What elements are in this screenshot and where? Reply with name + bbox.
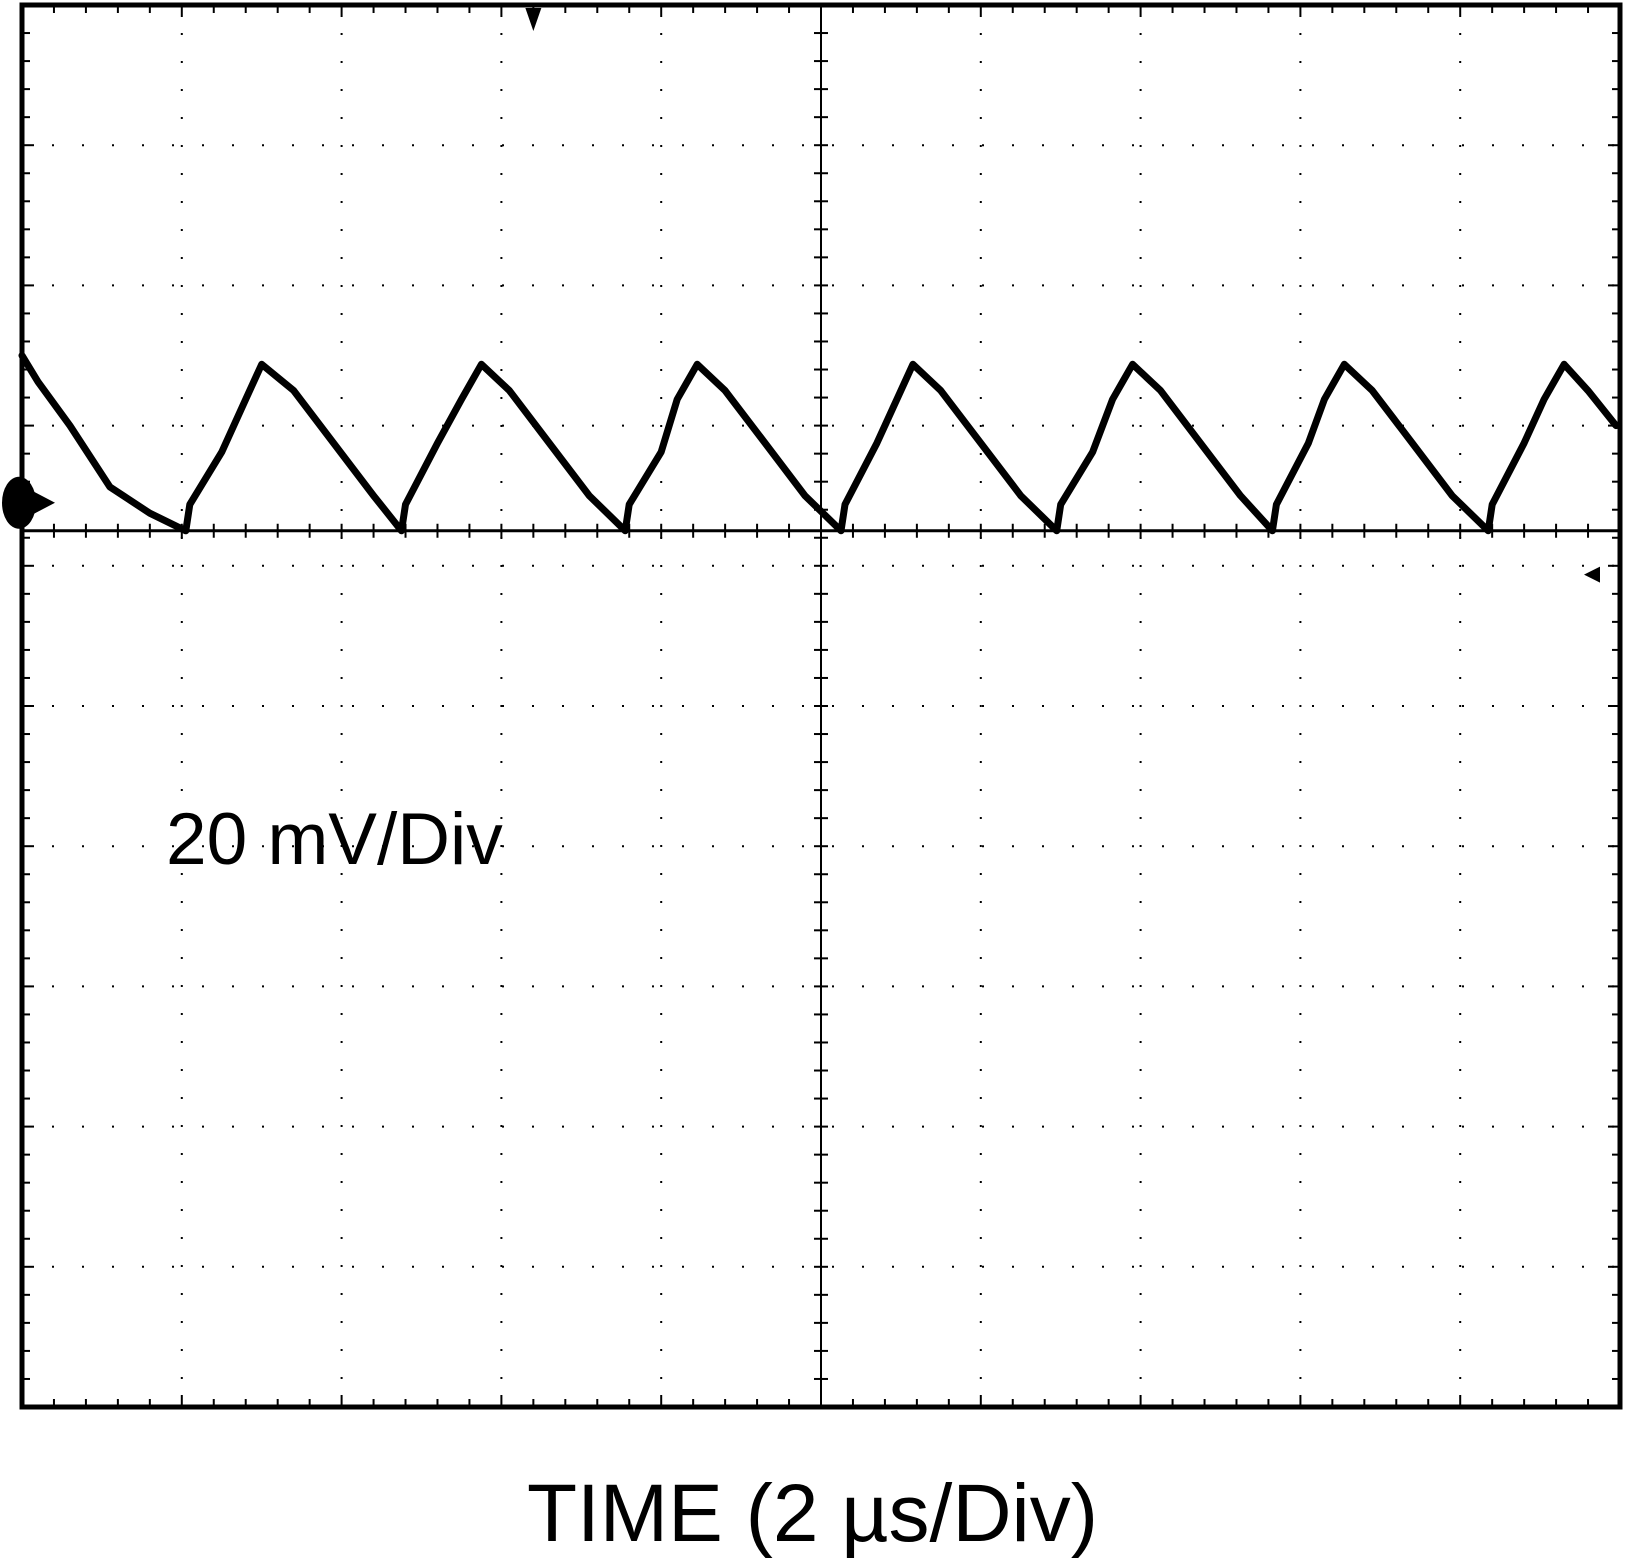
ground-reference-arrow <box>34 491 55 514</box>
trace-point <box>1585 388 1591 394</box>
trace-point <box>478 361 484 367</box>
trace-point <box>586 493 592 499</box>
trace-point <box>1269 528 1275 534</box>
trace-point <box>1521 440 1527 446</box>
trace-point <box>243 396 249 402</box>
trace-point <box>546 440 552 446</box>
trace-point <box>1110 396 1116 402</box>
trace-point <box>1058 502 1064 507</box>
trace-point <box>331 440 337 446</box>
trace-point <box>1198 440 1203 446</box>
trace-point <box>35 379 41 385</box>
trace-point <box>1485 528 1491 534</box>
trigger-level-marker <box>1584 566 1600 583</box>
trace-point <box>1130 361 1136 367</box>
trace-point <box>1613 423 1619 429</box>
trace-point <box>1561 361 1567 367</box>
trace-point <box>762 440 768 446</box>
trace-point <box>399 528 404 534</box>
trace-point <box>459 396 464 402</box>
trace-point <box>910 361 916 367</box>
trace-point <box>626 502 632 507</box>
trace-point <box>371 493 377 499</box>
trace-point <box>506 388 512 394</box>
trace-point <box>1090 449 1096 455</box>
trace-point <box>1158 388 1164 394</box>
trace-point <box>403 502 408 507</box>
trace-point <box>658 449 664 455</box>
trace-point <box>183 528 189 534</box>
trace-point <box>147 510 153 516</box>
trace-point <box>1341 361 1347 367</box>
trace-point <box>802 493 808 499</box>
trace-point <box>67 423 73 429</box>
graticule <box>22 5 1620 1407</box>
trace-point <box>874 440 880 446</box>
trace-point <box>107 484 113 490</box>
waveform-trace <box>18 352 1620 535</box>
vertical-scale-label: 20 mV/Div <box>166 799 503 880</box>
trace-point <box>938 388 944 394</box>
trace-point <box>219 449 225 455</box>
trace-point <box>259 361 265 367</box>
trace-point <box>1305 440 1311 446</box>
x-axis-label: TIME (2 µs/Div) <box>526 1468 1099 1559</box>
trace-point <box>842 502 848 507</box>
trace-point <box>722 388 728 394</box>
ground-reference-marker <box>2 476 36 529</box>
trigger-position-marker <box>525 8 542 31</box>
trace-point <box>1541 396 1547 402</box>
trace-point <box>1054 528 1060 534</box>
trace-point <box>694 361 700 367</box>
trace-point <box>1238 493 1243 499</box>
trace-point <box>1369 388 1375 394</box>
trace-point <box>1321 396 1327 402</box>
trace-point <box>838 528 844 534</box>
plot-frame <box>19 2 1623 1410</box>
trace-point <box>674 396 680 402</box>
trace-point <box>1449 493 1455 499</box>
trace-point <box>187 502 193 507</box>
trace-point <box>1273 502 1279 507</box>
trace-point <box>435 440 440 446</box>
trace-point <box>1018 493 1024 499</box>
trace-point <box>622 528 628 534</box>
scope-markers <box>2 8 1600 583</box>
trace-point <box>291 388 297 394</box>
trace-point <box>894 396 900 402</box>
waveform-trace-group <box>18 352 1620 535</box>
trace-point <box>978 440 984 446</box>
trace-point <box>1409 440 1415 446</box>
trace-point <box>1489 502 1495 507</box>
